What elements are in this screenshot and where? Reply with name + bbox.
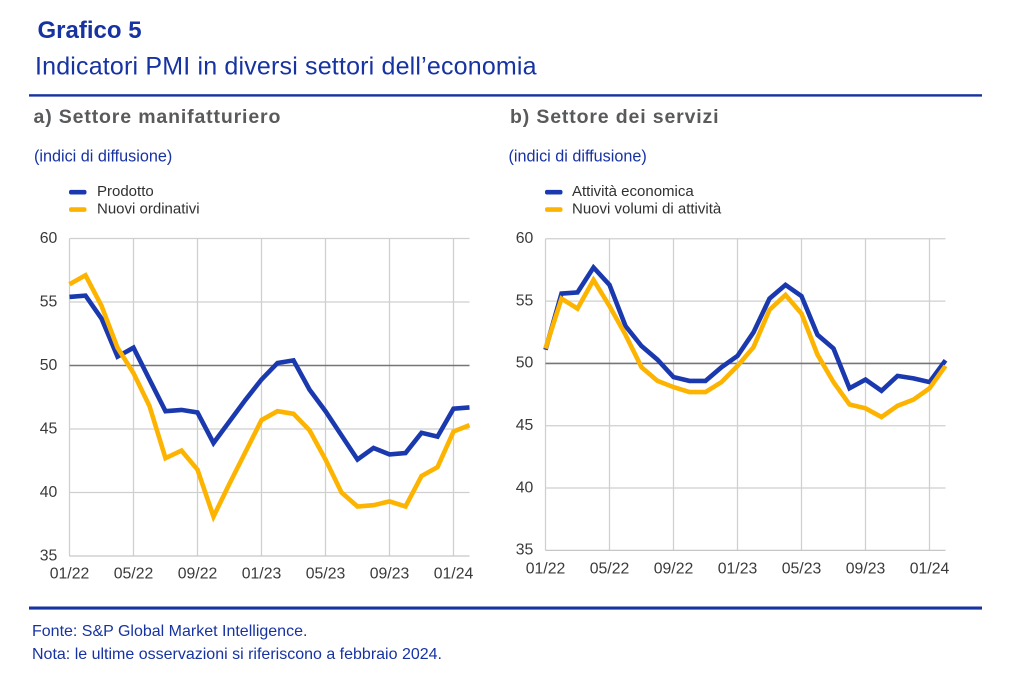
svg-text:50: 50 (40, 357, 58, 374)
svg-text:60: 60 (516, 230, 534, 247)
svg-text:45: 45 (516, 417, 534, 434)
svg-text:Nuovi ordinativi: Nuovi ordinativi (97, 200, 200, 217)
svg-text:05/23: 05/23 (782, 561, 822, 578)
svg-text:a) Settore manifatturiero: a) Settore manifatturiero (34, 106, 282, 128)
svg-text:01/24: 01/24 (910, 561, 950, 578)
svg-text:Fonte: S&P Global Market Intel: Fonte: S&P Global Market Intelligence. (32, 623, 307, 640)
svg-text:60: 60 (40, 230, 58, 247)
svg-text:55: 55 (40, 293, 58, 310)
svg-text:05/23: 05/23 (306, 566, 346, 583)
svg-text:40: 40 (516, 479, 534, 496)
svg-text:Indicatori PMI in diversi sett: Indicatori PMI in diversi settori dell’e… (35, 53, 537, 81)
svg-text:01/23: 01/23 (718, 561, 758, 578)
svg-text:Nota: le ultime osservazioni s: Nota: le ultime osservazioni si riferisc… (32, 646, 442, 663)
svg-text:35: 35 (40, 547, 58, 564)
svg-text:05/22: 05/22 (114, 566, 154, 583)
svg-text:Grafico 5: Grafico 5 (38, 17, 142, 44)
svg-text:01/24: 01/24 (434, 566, 474, 583)
svg-text:09/23: 09/23 (846, 561, 886, 578)
svg-text:40: 40 (40, 484, 58, 501)
svg-text:01/23: 01/23 (242, 566, 282, 583)
svg-text:b) Settore dei servizi: b) Settore dei servizi (510, 106, 719, 128)
svg-text:Prodotto: Prodotto (97, 183, 154, 200)
svg-text:Nuovi volumi di attività: Nuovi volumi di attività (572, 200, 722, 217)
svg-text:Attività economica: Attività economica (572, 183, 694, 200)
svg-text:50: 50 (516, 355, 534, 372)
svg-text:05/22: 05/22 (590, 561, 630, 578)
svg-text:(indici di diffusione): (indici di diffusione) (34, 147, 172, 165)
svg-text:09/22: 09/22 (654, 561, 694, 578)
svg-text:09/22: 09/22 (178, 566, 218, 583)
svg-text:01/22: 01/22 (526, 561, 566, 578)
svg-text:09/23: 09/23 (370, 566, 410, 583)
svg-text:55: 55 (516, 292, 534, 309)
svg-text:35: 35 (516, 542, 534, 559)
svg-text:45: 45 (40, 420, 58, 437)
svg-text:(indici di diffusione): (indici di diffusione) (509, 147, 647, 165)
svg-text:01/22: 01/22 (50, 566, 90, 583)
